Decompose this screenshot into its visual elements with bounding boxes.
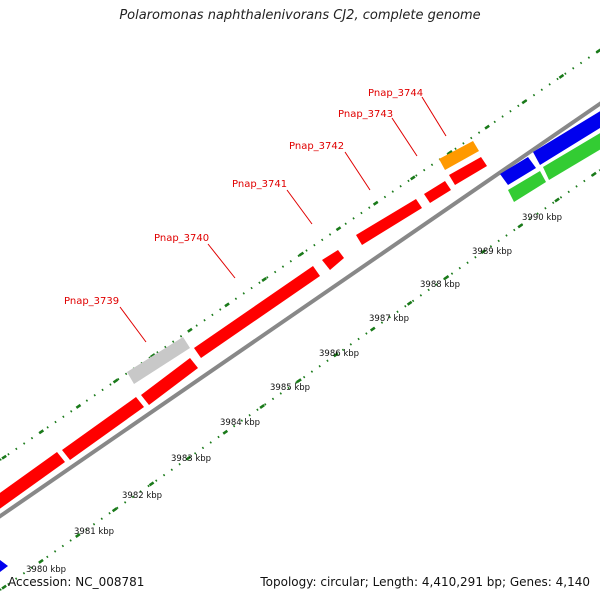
kbp-label-3982: 3982 kbp: [122, 491, 162, 501]
scale-tick: [410, 175, 416, 181]
scale-tick: [1, 454, 7, 460]
leader-line: [421, 96, 447, 137]
scale-tick: [558, 73, 565, 79]
scale-tick: [480, 249, 487, 255]
leader-line: [344, 151, 371, 191]
scale-tick: [484, 124, 490, 130]
gene-label-pnap-3742: Pnap_3742: [289, 141, 344, 152]
outer-major-ticks: [1, 48, 600, 460]
gene-label-pnap-3744: Pnap_3744: [368, 88, 423, 99]
scale-tick: [259, 403, 265, 409]
cds-segment: [141, 358, 198, 405]
scale-tick: [443, 274, 450, 280]
cds-segment: [0, 452, 65, 509]
leader-line: [207, 243, 236, 279]
gene-label-pnap-3743: Pnap_3743: [338, 109, 393, 120]
scale-tick: [148, 481, 155, 487]
gene-labels: Pnap_3739 Pnap_3740 Pnap_3741 Pnap_3742 …: [64, 88, 423, 307]
scale-tick: [595, 48, 600, 54]
cds-segment: [356, 199, 422, 245]
leader-line: [119, 306, 147, 343]
kbp-label-3986: 3986 kbp: [319, 349, 359, 359]
green-feature: [543, 133, 600, 180]
cds-segment: [424, 181, 451, 203]
scale-tick: [1, 584, 7, 590]
cds-segment: [449, 157, 487, 185]
gene-label-pnap-3740: Pnap_3740: [154, 233, 209, 244]
gray-feature: [127, 337, 190, 384]
scale-tick: [222, 429, 229, 435]
inner-major-ticks: [1, 171, 597, 590]
scale-tick: [369, 326, 376, 332]
kbp-label-3988: 3988 kbp: [420, 280, 460, 290]
scale-tick: [296, 378, 302, 384]
scale-tick: [261, 276, 268, 282]
scale-tick: [554, 197, 560, 203]
scale-tick: [112, 378, 119, 384]
scale-tick: [447, 150, 453, 155]
kbp-label-3983: 3983 kbp: [171, 454, 211, 464]
scale-tick: [75, 403, 82, 409]
scale-tick: [517, 223, 524, 229]
kbp-label-3989: 3989 kbp: [472, 247, 512, 257]
kbp-label-3981: 3981 kbp: [74, 527, 114, 537]
gene-label-pnap-3739: Pnap_3739: [64, 296, 119, 307]
genome-backbone: [0, 101, 600, 519]
leader-line: [391, 117, 418, 157]
blue-feature: [500, 157, 536, 185]
scale-tick: [521, 99, 528, 105]
scale-tick: [591, 171, 597, 177]
scale-tick: [406, 300, 413, 306]
orange-feature: [439, 141, 479, 170]
kbp-label-3990: 3990 kbp: [522, 213, 562, 223]
kbp-label-3985: 3985 kbp: [270, 383, 310, 393]
cds-segment: [194, 266, 320, 358]
cds-segment: [322, 250, 344, 270]
blue-feature: [533, 111, 600, 165]
scale-tick: [333, 352, 339, 358]
scale-tick: [38, 429, 45, 435]
genome-summary-text: Topology: circular; Length: 4,410,291 bp…: [260, 575, 590, 589]
scale-tick: [298, 251, 305, 257]
kbp-labels: 3980 kbp 3981 kbp 3982 kbp 3983 kbp 3984…: [26, 213, 562, 575]
kbp-label-3984: 3984 kbp: [220, 418, 260, 428]
leader-line: [286, 189, 313, 225]
scale-tick: [111, 507, 118, 513]
scale-tick: [75, 533, 81, 539]
accession-text: Accession: NC_008781: [8, 575, 145, 589]
kbp-label-3980: 3980 kbp: [26, 565, 66, 575]
kbp-label-3987: 3987 kbp: [369, 314, 409, 324]
blue-feature-edge: [0, 560, 8, 572]
green-feature: [508, 171, 546, 202]
scale-tick: [224, 302, 230, 308]
scale-tick: [149, 353, 156, 359]
gene-label-pnap-3741: Pnap_3741: [232, 179, 287, 190]
forward-cds-track: [0, 157, 487, 509]
scale-tick: [372, 200, 379, 206]
scale-tick: [185, 455, 192, 461]
genome-title: Polaromonas naphthalenivorans CJ2, compl…: [119, 8, 481, 23]
scale-tick: [187, 327, 193, 333]
scale-tick: [38, 558, 44, 564]
gene-leader-lines: [119, 96, 447, 343]
cds-segment: [62, 397, 144, 460]
scale-tick: [335, 226, 342, 232]
